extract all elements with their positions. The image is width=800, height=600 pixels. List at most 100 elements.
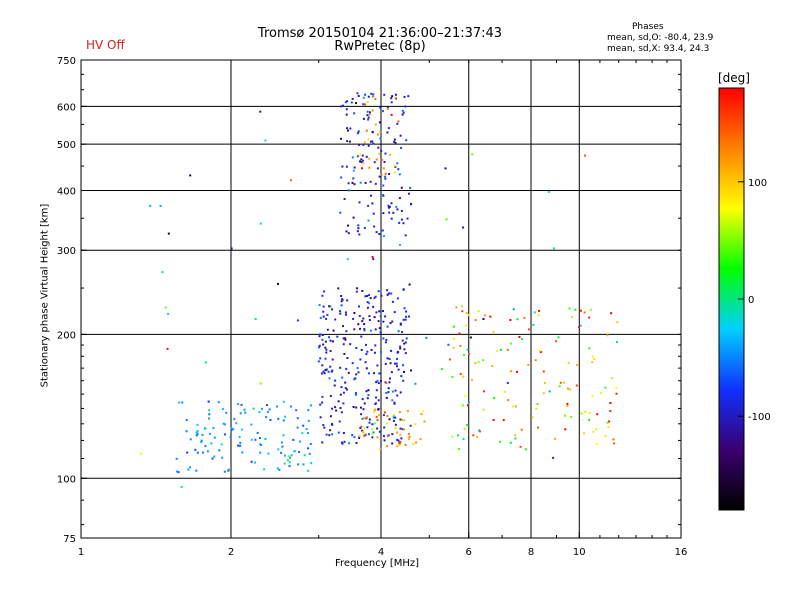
data-point bbox=[352, 317, 355, 320]
data-point bbox=[321, 294, 324, 297]
data-point bbox=[387, 206, 390, 209]
data-point bbox=[346, 140, 349, 143]
data-point bbox=[615, 386, 618, 389]
data-point bbox=[367, 144, 370, 147]
data-point bbox=[405, 139, 408, 142]
data-point bbox=[492, 331, 495, 334]
data-point bbox=[381, 229, 384, 232]
y-tick-label: 750 bbox=[57, 56, 76, 67]
data-point bbox=[340, 441, 343, 444]
data-point bbox=[213, 436, 216, 439]
data-point bbox=[345, 367, 348, 370]
data-point bbox=[349, 127, 352, 130]
data-point bbox=[322, 343, 325, 346]
data-point bbox=[493, 397, 496, 400]
data-point bbox=[402, 111, 405, 114]
data-point bbox=[609, 410, 612, 412]
data-point bbox=[284, 454, 286, 457]
data-point bbox=[378, 152, 381, 155]
data-point bbox=[355, 406, 358, 409]
data-point bbox=[616, 341, 618, 344]
data-point bbox=[537, 426, 539, 429]
data-point bbox=[368, 157, 371, 160]
data-point bbox=[384, 362, 387, 365]
data-point bbox=[374, 402, 377, 405]
data-point bbox=[355, 442, 358, 444]
data-point bbox=[345, 313, 347, 316]
data-point bbox=[321, 334, 324, 336]
data-point bbox=[175, 470, 178, 473]
data-point bbox=[386, 108, 389, 110]
data-point bbox=[559, 381, 562, 384]
data-point bbox=[405, 337, 408, 340]
data-point bbox=[380, 158, 383, 161]
data-point bbox=[367, 118, 370, 121]
data-point bbox=[380, 294, 383, 297]
data-point bbox=[395, 93, 397, 96]
data-point bbox=[379, 137, 382, 140]
data-point bbox=[351, 97, 354, 100]
data-point bbox=[353, 166, 356, 169]
data-point bbox=[378, 233, 381, 235]
data-point bbox=[371, 428, 374, 431]
data-point bbox=[360, 349, 363, 351]
data-point bbox=[335, 409, 338, 412]
data-point bbox=[357, 224, 360, 227]
data-point bbox=[367, 95, 370, 98]
data-point bbox=[340, 411, 343, 414]
data-point bbox=[375, 158, 378, 161]
data-point bbox=[367, 138, 370, 141]
data-point bbox=[376, 379, 379, 382]
data-point bbox=[340, 300, 343, 303]
data-point bbox=[358, 437, 361, 439]
data-point bbox=[378, 430, 381, 433]
data-point bbox=[365, 155, 368, 158]
data-point bbox=[399, 323, 402, 326]
data-point bbox=[390, 97, 393, 100]
data-point bbox=[531, 416, 534, 419]
data-point bbox=[266, 404, 268, 407]
data-point bbox=[384, 175, 386, 178]
data-point bbox=[463, 353, 465, 356]
data-point bbox=[360, 161, 363, 164]
data-point bbox=[325, 368, 328, 371]
data-point bbox=[578, 326, 580, 329]
data-point bbox=[210, 442, 213, 445]
data-point bbox=[495, 350, 498, 353]
data-point bbox=[355, 373, 358, 376]
data-point bbox=[386, 131, 389, 134]
data-point bbox=[394, 416, 397, 419]
data-point bbox=[347, 371, 350, 374]
data-point bbox=[372, 305, 375, 308]
data-point bbox=[527, 328, 530, 331]
data-point bbox=[336, 335, 339, 338]
data-point bbox=[167, 232, 170, 235]
data-point bbox=[289, 456, 291, 459]
data-point bbox=[227, 468, 230, 471]
data-point bbox=[286, 459, 289, 462]
data-point bbox=[552, 456, 555, 459]
y-tick-label: 75 bbox=[63, 534, 76, 545]
data-point bbox=[356, 155, 359, 158]
data-point bbox=[330, 370, 333, 373]
data-point bbox=[213, 455, 216, 458]
colorbar-ticks: 100 0 -100 bbox=[738, 178, 771, 423]
data-point bbox=[161, 271, 164, 274]
data-point bbox=[371, 423, 374, 426]
data-point bbox=[347, 129, 349, 132]
data-point bbox=[348, 442, 351, 445]
data-point bbox=[361, 429, 364, 432]
data-point bbox=[196, 432, 199, 435]
data-point bbox=[259, 451, 262, 454]
data-point bbox=[322, 305, 325, 308]
data-point bbox=[339, 407, 342, 409]
data-point bbox=[394, 96, 397, 99]
data-point bbox=[367, 219, 370, 222]
data-point bbox=[321, 338, 324, 341]
data-point bbox=[254, 461, 256, 464]
data-point bbox=[355, 290, 358, 293]
data-point bbox=[471, 153, 474, 156]
data-point bbox=[346, 100, 349, 103]
data-point bbox=[180, 485, 183, 488]
data-point bbox=[400, 186, 403, 189]
